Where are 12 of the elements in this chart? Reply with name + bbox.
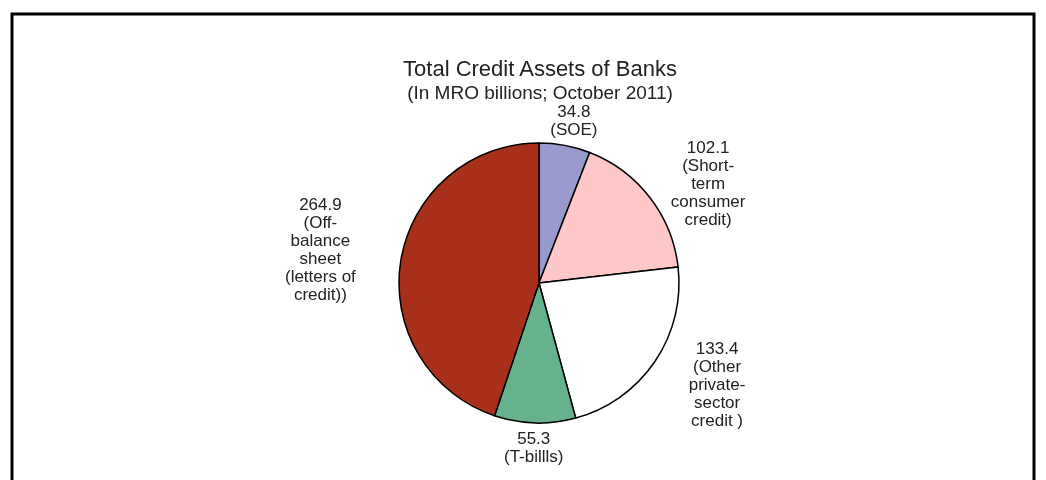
data-label: 55.3 [517,428,551,448]
data-label: 34.8 [557,102,591,122]
chart-title: Total Credit Assets of Banks [403,56,677,81]
slice-label: (T-billls) [503,446,564,466]
chart-subtitle: (In MRO billions; October 2011) [407,82,673,103]
data-label: 102.1 [686,137,730,157]
slice-label: (Off- balance sheet (letters of credit)) [284,212,357,304]
slice-label: (Short- term consumer credit) [670,155,746,229]
data-label: 264.9 [299,194,342,214]
slice-label: (SOE) [550,120,598,140]
data-label: 133.4 [695,338,739,358]
slice-label: (Other private- sector credit ) [688,356,746,430]
